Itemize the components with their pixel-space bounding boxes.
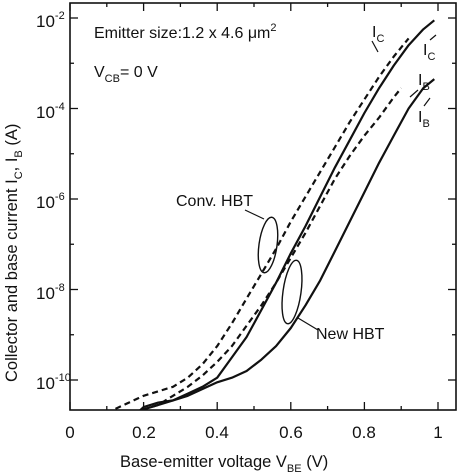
y-tick-label: 10-6 (36, 191, 65, 212)
new-ib-leader-line (423, 97, 431, 107)
axis-ticks (69, 3, 456, 410)
x-tick-label: 0.4 (205, 423, 229, 442)
conv-ib-leader-line (409, 89, 419, 98)
x-tick-label: 0.2 (132, 423, 156, 442)
new-hbt-group-ellipse (281, 259, 303, 325)
conv-hbt-group-ellipse (257, 216, 279, 274)
new-ic-leader-line (429, 34, 437, 41)
y-tick-label: 10-4 (36, 101, 65, 122)
plot-frame (69, 2, 457, 411)
new-hbt-ic-curve (138, 19, 435, 410)
y-tick-label: 10-10 (36, 372, 71, 393)
y-tick-label: 10-2 (36, 10, 65, 31)
conv-hbt-ic-curve (111, 37, 410, 410)
conv-hbt-label: Conv. HBT (176, 193, 253, 210)
conv-ic-leader-line (371, 40, 379, 53)
x-tick-label: 0 (65, 423, 74, 442)
conv-hbt-leader-line (244, 209, 265, 220)
new-hbt-label: New HBT (316, 326, 385, 343)
new-ib-label: IB (418, 109, 430, 130)
conv-ib-label: IB (418, 72, 430, 93)
emitter-size-annotation: Emitter size:1.2 x 4.6 μm2 (94, 22, 277, 42)
x-tick-label: 1 (433, 423, 442, 442)
data-series (111, 19, 435, 410)
x-axis-title: Base-emitter voltage VBE (V) (120, 453, 328, 475)
new-ic-label: IC (423, 42, 435, 63)
conv-ic-label: IC (372, 24, 384, 45)
new-hbt-leader-line (297, 317, 319, 331)
y-axis-title: Collector and base current IC, IB (A) (3, 124, 25, 382)
x-tick-label: 0.8 (352, 423, 376, 442)
new-hbt-ib-curve (140, 78, 435, 410)
vcb-annotation: VCB= 0 V (94, 64, 158, 85)
x-tick-label: 0.6 (279, 423, 303, 442)
y-tick-label: 10-8 (36, 282, 65, 303)
